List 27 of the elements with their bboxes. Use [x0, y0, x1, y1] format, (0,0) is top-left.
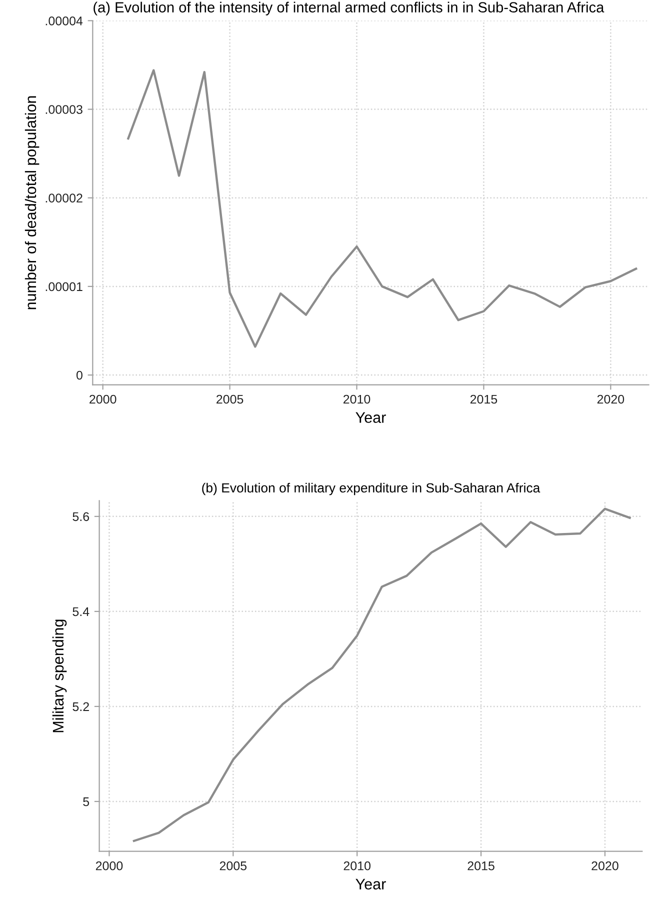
y-tick-label: .00002 [46, 194, 82, 203]
x-tick-label: 2000 [96, 861, 123, 870]
y-tick-label: 5.4 [72, 607, 90, 616]
x-tick-label: 2015 [468, 861, 494, 870]
y-tick-label: .00001 [46, 282, 82, 292]
x-tick-label: 2010 [343, 394, 370, 404]
x-tick-label: 2015 [470, 394, 498, 404]
y-tick-label: .00004 [46, 16, 83, 26]
y-tick-label: 0 [76, 370, 82, 380]
x-axis-title: Year [356, 878, 386, 890]
x-axis-title: Year [356, 412, 386, 423]
chart-title: (b) Evolution of military expenditure in Sub-Saharan Africa [202, 482, 540, 496]
x-tick-label: 2005 [216, 394, 244, 404]
y-tick-label: 5.2 [72, 702, 89, 712]
line-series [127, 69, 638, 348]
x-tick-label: 2000 [90, 394, 116, 404]
x-tick-label: 2010 [344, 861, 371, 870]
chart-title: (a) Evolution of the intensity of internal armed conflicts in in Sub-Saharan Africa [94, 2, 604, 16]
line-series [132, 508, 631, 842]
y-tick-label: 5.6 [72, 512, 90, 522]
x-tick-label: 2005 [220, 861, 247, 870]
x-tick-label: 2020 [592, 861, 618, 870]
x-tick-label: 2020 [597, 394, 624, 404]
y-tick-label: 5 [83, 797, 90, 806]
y-axis-title: Military spending [52, 620, 67, 732]
y-axis-title: number of dead/total population [24, 96, 40, 310]
y-tick-label: .00003 [46, 105, 82, 114]
